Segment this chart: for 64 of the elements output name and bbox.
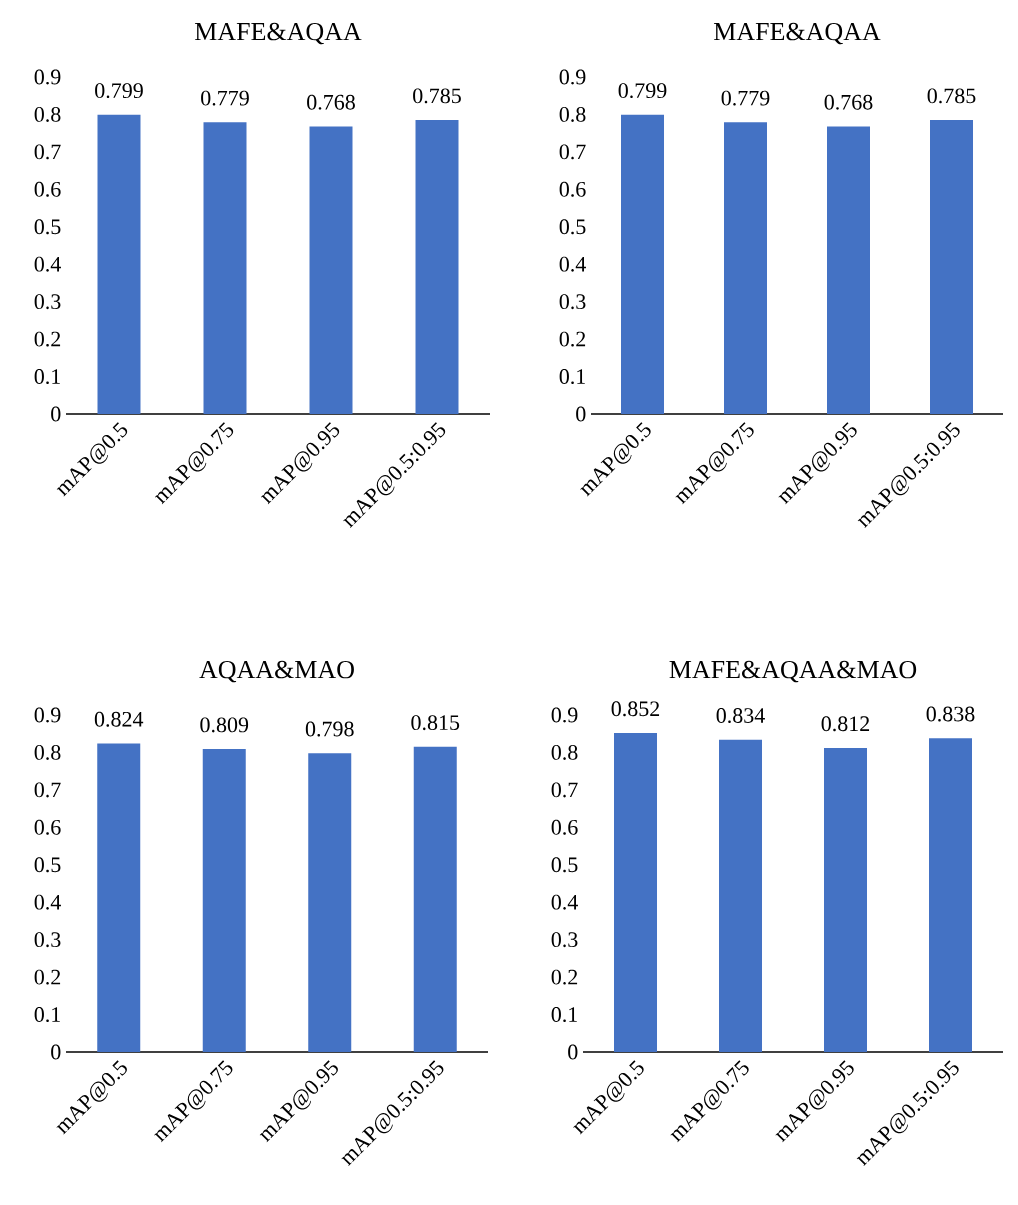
y-tick-label: 0.1 [559,369,585,385]
y-tick-label: 0.9 [34,707,61,723]
y-tick-label: 0.5 [551,857,578,873]
y-tick-label: 0.4 [551,894,578,910]
data-label: 0.812 [821,716,870,732]
y-tick-label: 0.4 [34,256,61,272]
y-tick-label: 0.9 [551,707,578,723]
y-tick-label: 0.1 [551,1007,577,1023]
y-tick-label: 0.5 [559,219,586,235]
y-tick-label: 0.7 [559,144,586,160]
data-label: 0.768 [824,94,873,110]
y-tick-label: 0.7 [34,782,61,798]
y-tick-label: 0 [576,406,586,422]
y-tick-label: 0.2 [34,969,61,985]
y-tick-label: 0.7 [34,144,61,160]
y-tick-label: 0.8 [559,106,586,122]
y-tick-label: 0.5 [34,857,61,873]
y-tick-label: 0.9 [34,69,61,85]
chart-title: MAFE&AQAA&MAO [669,660,917,683]
y-tick-label: 0.8 [34,106,61,122]
data-label: 0.779 [721,90,770,106]
y-tick-label: 0.4 [34,894,61,910]
data-label: 0.798 [305,721,354,737]
data-label: 0.785 [927,88,976,104]
bar [719,739,763,1053]
y-tick-label: 0.4 [559,256,586,272]
y-tick-label: 0.8 [551,744,578,760]
data-label: 0.779 [201,90,249,106]
bar [929,738,972,1053]
data-label: 0.799 [95,83,143,99]
y-tick-label: 0 [51,1044,61,1060]
y-tick-label: 0.6 [559,181,586,197]
y-tick-label: 0.3 [551,932,578,948]
y-tick-label: 0.3 [34,932,61,948]
chart-title: MAFE&AQAA [194,22,362,45]
y-tick-label: 0.7 [551,782,578,798]
y-tick-label: 0.6 [551,819,578,835]
y-tick-label: 0 [51,406,61,422]
data-label: 0.768 [307,94,355,110]
bar [824,747,867,1053]
data-label: 0.834 [716,708,765,724]
y-tick-label: 0.5 [34,219,61,235]
y-tick-label: 0 [568,1044,578,1060]
y-tick-label: 0.8 [34,744,61,760]
data-label: 0.815 [411,715,460,731]
y-tick-label: 0.3 [559,294,586,310]
y-tick-label: 0.6 [34,181,61,197]
chart-title: AQAA&MAO [199,660,354,683]
y-tick-label: 0.2 [559,331,586,347]
y-tick-label: 0.1 [34,1007,60,1023]
y-tick-label: 0.9 [559,69,586,85]
chart-title: MAFE&AQAA [713,22,881,45]
y-tick-label: 0.2 [551,969,578,985]
data-label: 0.838 [926,706,975,722]
data-label: 0.785 [413,88,461,104]
data-label: 0.809 [200,717,249,733]
bar [614,732,657,1053]
y-tick-label: 0.3 [34,294,61,310]
data-label: 0.824 [94,711,144,727]
y-tick-label: 0.1 [34,369,60,385]
y-tick-label: 0.6 [34,819,61,835]
y-tick-label: 0.2 [34,331,61,347]
data-label: 0.799 [618,83,667,99]
data-label: 0.852 [611,701,660,717]
